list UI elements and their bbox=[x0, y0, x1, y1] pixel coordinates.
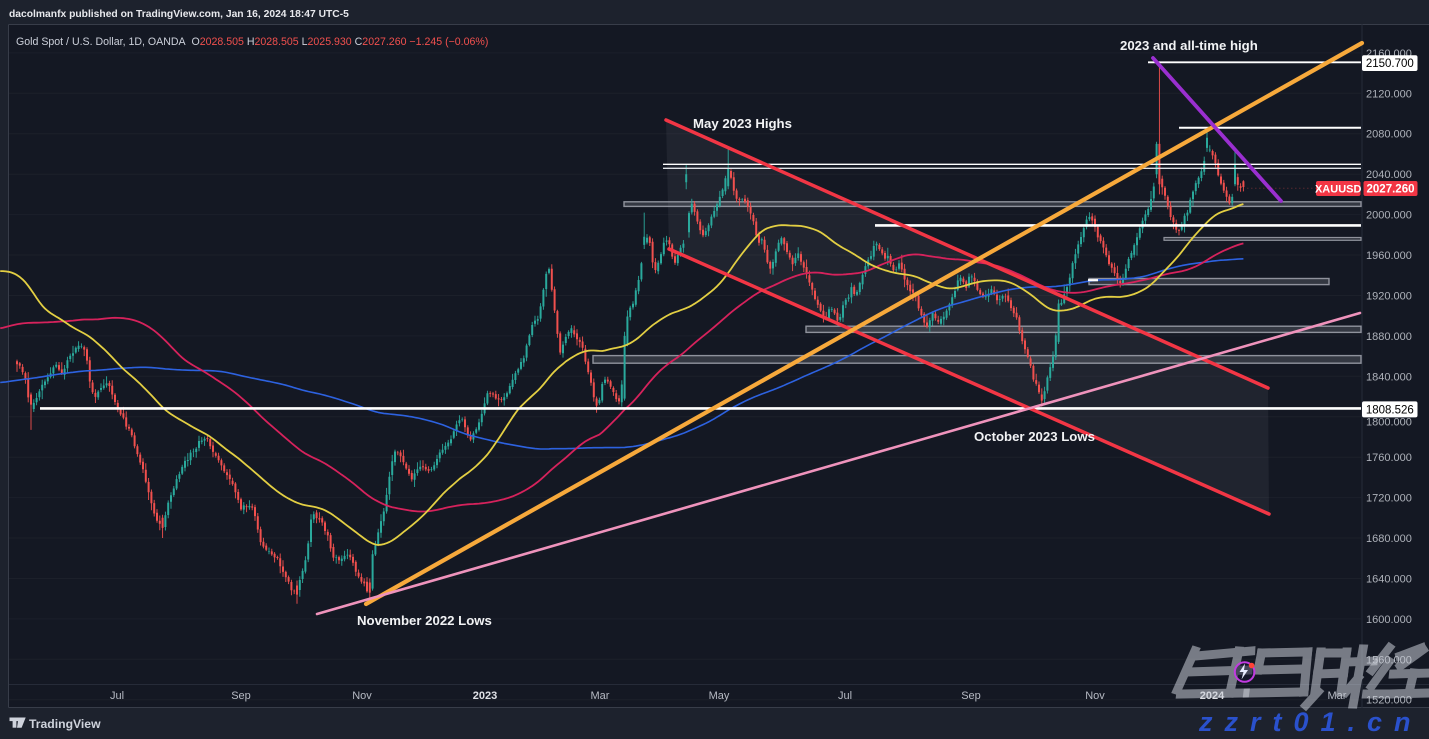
svg-text:Mar: Mar bbox=[591, 690, 610, 702]
svg-text:TradingView: TradingView bbox=[29, 717, 101, 731]
svg-text:1920.000: 1920.000 bbox=[1366, 291, 1412, 303]
svg-text:Gold Spot / U.S. Dollar, 1D, O: Gold Spot / U.S. Dollar, 1D, OANDA O2028… bbox=[16, 36, 488, 48]
svg-text:2023: 2023 bbox=[473, 690, 497, 702]
svg-text:May 2023 Highs: May 2023 Highs bbox=[693, 116, 792, 131]
svg-text:Nov: Nov bbox=[352, 690, 372, 702]
svg-text:1760.000: 1760.000 bbox=[1366, 452, 1412, 464]
svg-text:May: May bbox=[709, 690, 730, 702]
svg-text:1640.000: 1640.000 bbox=[1366, 574, 1412, 586]
svg-text:November 2022 Lows: November 2022 Lows bbox=[357, 613, 492, 628]
svg-text:Jul: Jul bbox=[838, 690, 852, 702]
svg-text:Jul: Jul bbox=[110, 690, 124, 702]
svg-text:Nov: Nov bbox=[1085, 690, 1105, 702]
svg-text:1960.000: 1960.000 bbox=[1366, 250, 1412, 262]
svg-text:zzrt01.cn: zzrt01.cn bbox=[1198, 707, 1423, 737]
svg-text:1808.526: 1808.526 bbox=[1366, 404, 1414, 416]
svg-text:1600.000: 1600.000 bbox=[1366, 614, 1412, 626]
svg-text:2150.700: 2150.700 bbox=[1366, 58, 1414, 70]
svg-text:October 2023 Lows: October 2023 Lows bbox=[974, 429, 1095, 444]
svg-text:Sep: Sep bbox=[231, 690, 251, 702]
svg-text:Sep: Sep bbox=[961, 690, 981, 702]
svg-text:2040.000: 2040.000 bbox=[1366, 169, 1412, 181]
svg-text:2023 and all-time high: 2023 and all-time high bbox=[1120, 38, 1258, 53]
svg-text:XAUUSD: XAUUSD bbox=[1315, 184, 1362, 196]
svg-text:1720.000: 1720.000 bbox=[1366, 493, 1412, 505]
svg-text:2000.000: 2000.000 bbox=[1366, 210, 1412, 222]
svg-text:1880.000: 1880.000 bbox=[1366, 331, 1412, 343]
svg-text:2080.000: 2080.000 bbox=[1366, 129, 1412, 141]
svg-text:dacolmanfx published on Tradin: dacolmanfx published on TradingView.com,… bbox=[9, 9, 349, 20]
svg-text:2027.260: 2027.260 bbox=[1367, 184, 1415, 196]
svg-text:2120.000: 2120.000 bbox=[1366, 88, 1412, 100]
svg-text:1800.000: 1800.000 bbox=[1366, 417, 1412, 429]
svg-text:1840.000: 1840.000 bbox=[1366, 371, 1412, 383]
svg-text:1680.000: 1680.000 bbox=[1366, 533, 1412, 545]
